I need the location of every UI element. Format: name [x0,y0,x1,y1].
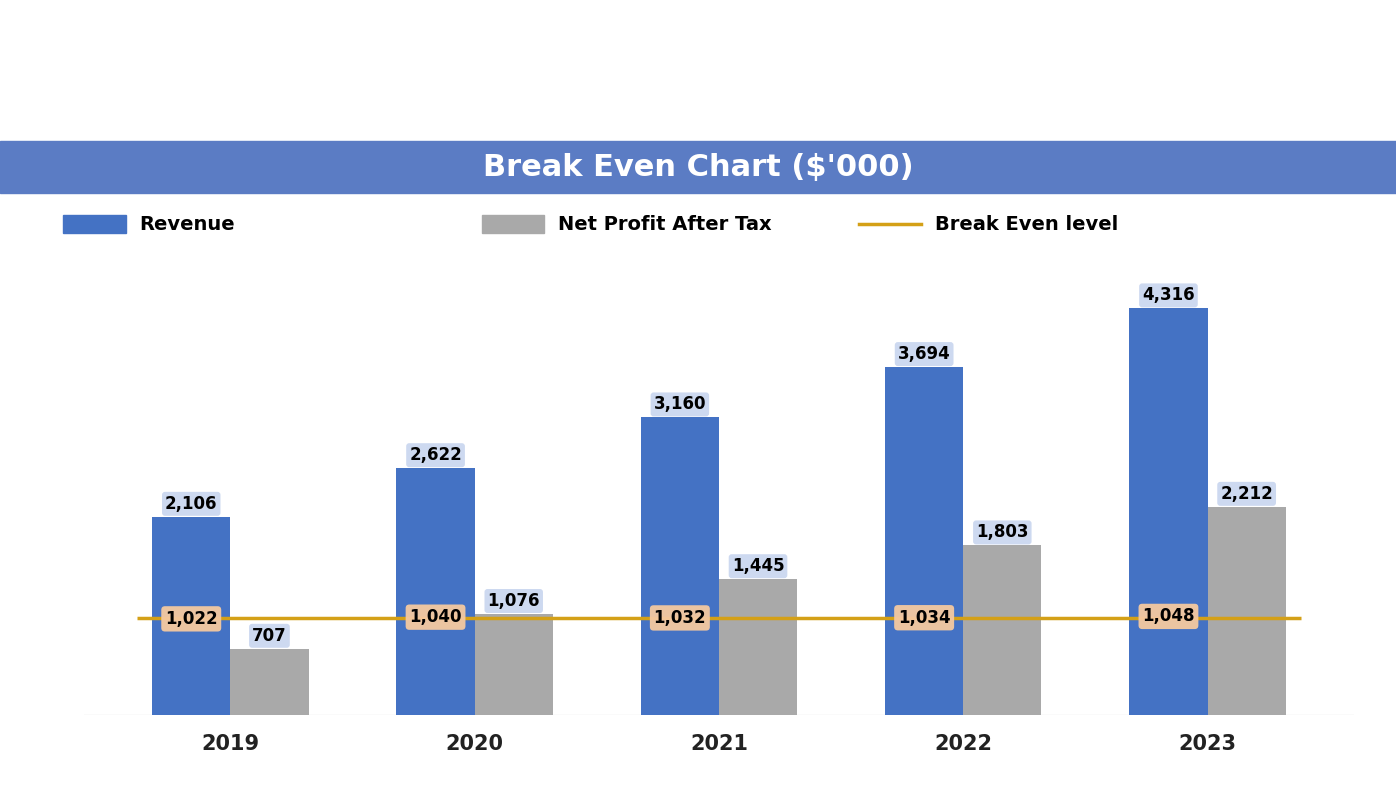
Bar [719,579,797,715]
Text: 1,445: 1,445 [732,557,785,575]
Text: 1,034: 1,034 [898,608,951,626]
Text: Break Even level: Break Even level [935,215,1118,233]
Text: 1,022: 1,022 [165,610,218,628]
Text: 1,803: 1,803 [976,523,1029,542]
Bar [396,468,475,715]
Bar [152,516,230,715]
Bar [1129,308,1208,715]
Bar [963,545,1041,715]
Text: 2,622: 2,622 [409,446,462,465]
Text: 2,106: 2,106 [165,495,218,512]
Text: 1,076: 1,076 [487,592,540,610]
Bar [1208,507,1286,715]
Text: 1,048: 1,048 [1142,608,1195,626]
Text: 3,160: 3,160 [653,395,706,413]
Text: 707: 707 [253,626,286,645]
Text: Break Even Chart ($'000): Break Even Chart ($'000) [483,152,913,182]
Bar [641,417,719,715]
Text: 1,032: 1,032 [653,609,706,627]
Text: Revenue: Revenue [140,215,235,233]
Bar [230,648,309,715]
Text: 2,212: 2,212 [1220,485,1273,503]
Text: 3,694: 3,694 [898,345,951,363]
Bar [475,614,553,715]
Text: 4,316: 4,316 [1142,286,1195,304]
Text: 1,040: 1,040 [409,608,462,626]
Bar [885,367,963,715]
Text: Net Profit After Tax: Net Profit After Tax [558,215,772,233]
